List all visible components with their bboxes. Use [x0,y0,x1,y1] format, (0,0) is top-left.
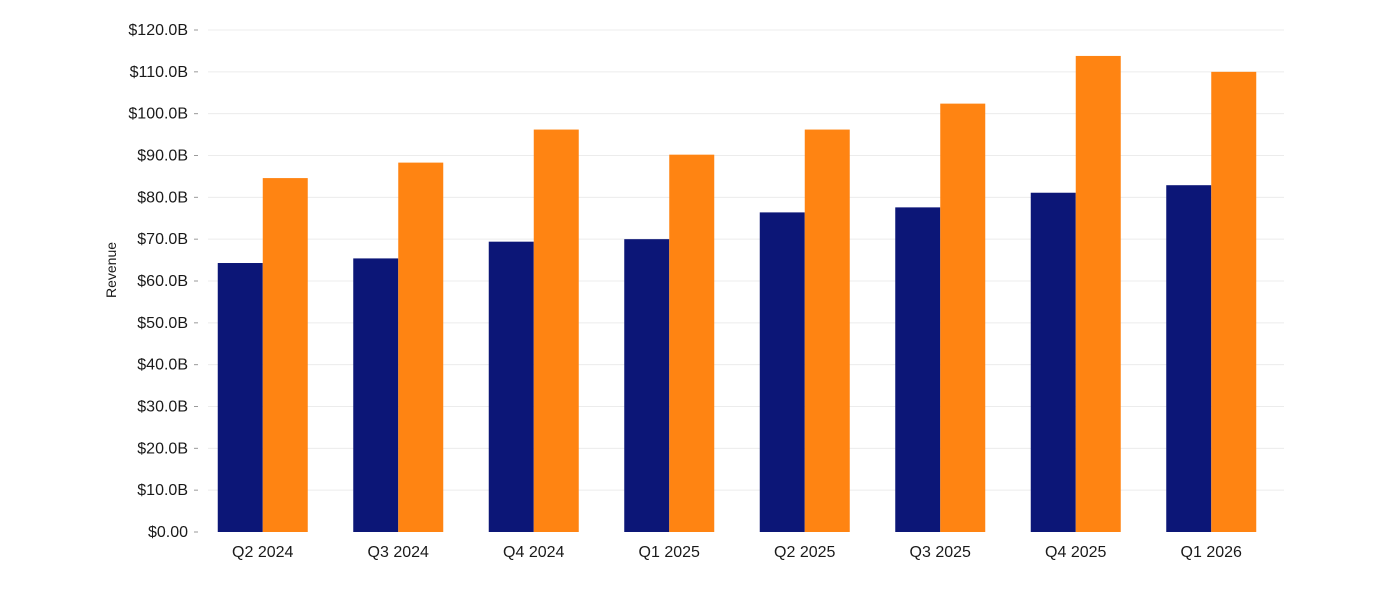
x-tick-label: Q2 2025 [774,544,835,561]
y-tick-label: $100.0B [128,106,188,123]
y-tick-label: $120.0B [128,22,188,39]
x-tick-label: Q1 2025 [639,544,700,561]
bar-series-1-q2-2024 [217,263,263,532]
bar-series-2-q2-2024 [262,178,308,532]
y-tick-label: $40.0B [137,357,188,374]
bar-series-2-q3-2025 [940,103,986,533]
x-tick-label: Q4 2025 [1045,544,1106,561]
bar-series-1-q4-2025 [1030,192,1076,532]
x-axis: Q2 2024 Q3 2024 Q4 2024 Q1 2025 Q2 2025 Q3 20… [232,544,1242,561]
x-tick-label: Q3 2024 [368,544,429,561]
bar-series-2-q4-2025 [1075,55,1121,532]
bar-series-1-q1-2026 [1166,185,1212,532]
y-tick-label: $50.0B [137,315,188,332]
bar-series-1-q4-2024 [488,241,534,532]
bar-series-1-q1-2025 [624,239,670,532]
y-tick-label: $10.0B [137,482,188,499]
y-tick-label: $80.0B [137,189,188,206]
y-tick-label: $90.0B [137,148,188,165]
x-tick-label: Q2 2024 [232,544,293,561]
x-tick-label: Q4 2024 [503,544,564,561]
y-tick-label: $0.00 [148,524,188,541]
y-tick-label: $110.0B [130,64,188,81]
y-tick-label: $70.0B [137,231,188,248]
bar-series-1-q2-2025 [759,212,805,533]
bar-series-2-q1-2026 [1211,71,1257,532]
x-tick-label: Q1 2026 [1181,544,1242,561]
x-tick-label: Q3 2025 [910,544,971,561]
bars-layer [217,55,1257,533]
y-tick-label: $30.0B [137,399,188,416]
bar-series-2-q2-2025 [804,129,850,532]
bar-series-1-q3-2024 [353,258,399,532]
y-axis: $0.00 $10.0B $20.0B $30.0B $40.0B $50.0B $60.0… [128,22,198,541]
bar-series-2-q3-2024 [398,162,444,532]
y-axis-title: Revenue [103,242,119,298]
y-tick-label: $60.0B [137,273,188,290]
bar-series-2-q1-2025 [669,154,715,532]
bar-series-2-q4-2024 [533,129,579,532]
y-tick-label: $20.0B [137,440,188,457]
bar-series-1-q3-2025 [895,207,941,532]
